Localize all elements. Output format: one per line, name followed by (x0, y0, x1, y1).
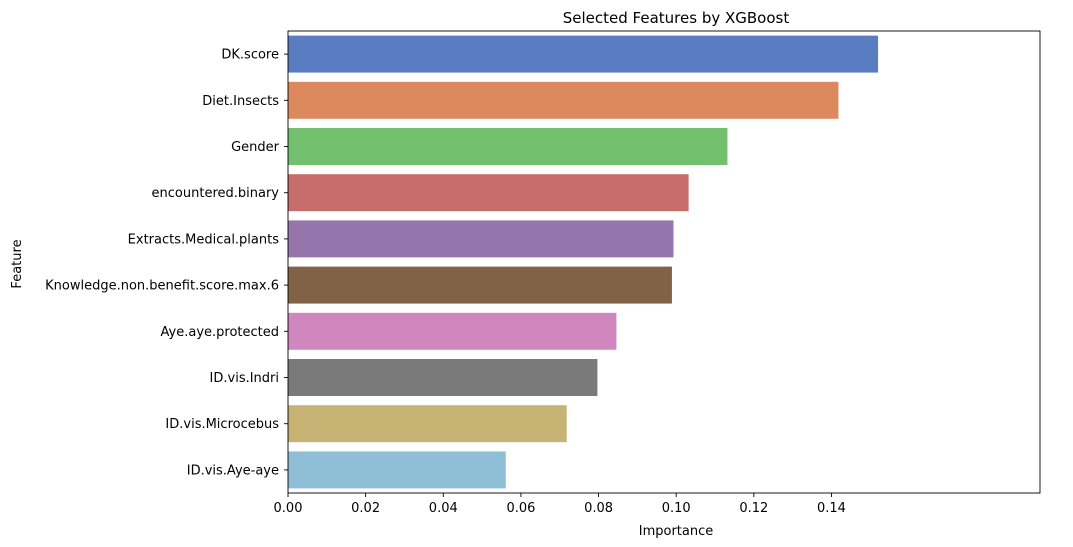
x-tick-label: 0.14 (817, 501, 846, 516)
x-tick-label: 0.08 (584, 501, 613, 516)
bar-id-vis-aye-aye (288, 451, 506, 489)
bar-diet-insects (288, 81, 839, 119)
y-tick-label: Aye.aye.protected (161, 325, 279, 340)
chart-title: Selected Features by XGBoost (563, 9, 790, 27)
y-tick-label: ID.vis.Indri (210, 371, 279, 386)
bar-id-vis-microcebus (288, 405, 567, 443)
y-tick-label: Diet.Insects (202, 94, 279, 109)
bar-knowledge-non-benefit-score-max-6 (288, 266, 672, 304)
bar-dk-score (288, 35, 879, 73)
x-tick-label: 0.06 (506, 501, 535, 516)
bars-group (288, 35, 879, 489)
y-axis-label: Feature (10, 239, 25, 288)
x-tick-label: 0.12 (739, 501, 768, 516)
bar-encountered-binary (288, 174, 689, 212)
x-tick-label: 0.10 (662, 501, 691, 516)
bar-aye-aye-protected (288, 312, 617, 350)
x-tick-label: 0.00 (274, 501, 303, 516)
y-tick-group: DK.score Diet.Insects Gender encountered.bi… (45, 48, 288, 478)
x-tick-label: 0.02 (351, 501, 380, 516)
bar-gender (288, 128, 728, 165)
x-tick-label: 0.04 (429, 501, 458, 516)
y-tick-label: encountered.binary (152, 186, 280, 201)
y-tick-label: Extracts.Medical.plants (128, 232, 280, 247)
y-tick-label: Knowledge.non.benefit.score.max.6 (45, 279, 279, 294)
x-tick-group: 0.00 0.02 0.04 0.06 0.08 0.10 0.12 0.14 (274, 493, 846, 516)
y-tick-label: Gender (231, 140, 280, 155)
bar-id-vis-indri (288, 359, 598, 396)
x-axis-label: Importance (639, 524, 714, 539)
y-tick-label: DK.score (221, 48, 279, 63)
bar-extracts-medical-plants (288, 220, 674, 258)
y-tick-label: ID.vis.Aye-aye (187, 463, 279, 478)
plot-frame (287, 30, 1041, 494)
y-tick-label: ID.vis.Microcebus (165, 417, 279, 432)
